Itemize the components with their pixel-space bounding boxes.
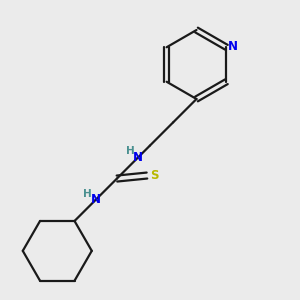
Text: N: N xyxy=(228,40,238,53)
Text: H: H xyxy=(126,146,135,156)
Text: S: S xyxy=(150,169,159,182)
Text: N: N xyxy=(133,151,143,164)
Text: N: N xyxy=(91,193,101,206)
Text: H: H xyxy=(83,189,92,199)
